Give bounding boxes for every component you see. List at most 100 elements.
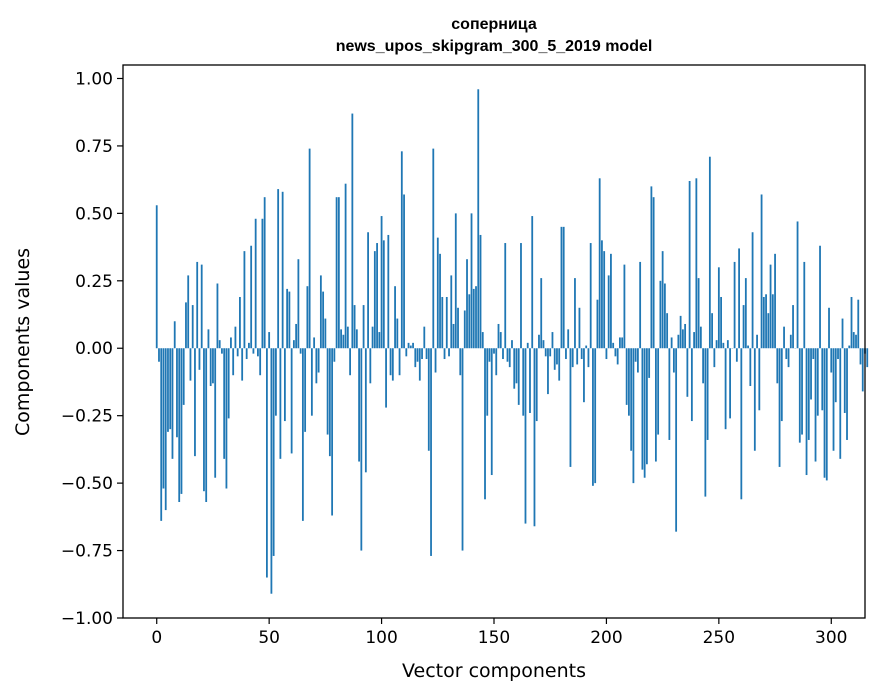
bar — [167, 348, 169, 432]
bar — [288, 291, 291, 349]
y-axis: −1.00 −0.75 −0.50 −0.25 0.00 0.25 0.50 0.75 1.00 — [61, 69, 123, 629]
bar — [461, 348, 464, 551]
bar — [798, 348, 801, 443]
bar — [470, 213, 473, 349]
bar — [315, 348, 318, 384]
bar — [162, 348, 165, 489]
bar — [639, 261, 642, 349]
bar — [378, 332, 381, 349]
bar — [189, 348, 192, 381]
bar — [628, 348, 630, 416]
bar — [742, 305, 745, 349]
x-axis: 0 50 100 150 200 250 300 — [151, 618, 847, 648]
bar — [729, 348, 731, 419]
bar — [657, 348, 660, 435]
bar — [333, 348, 336, 362]
bar — [475, 286, 477, 349]
bar — [335, 197, 338, 349]
bar — [248, 342, 250, 349]
bar — [263, 197, 266, 349]
bar — [852, 332, 855, 349]
bar — [792, 305, 794, 349]
bar — [191, 305, 194, 349]
x-tick-label: 300 — [815, 628, 847, 648]
bar — [783, 326, 785, 349]
bar — [760, 194, 763, 349]
bar — [816, 348, 819, 416]
bar — [733, 261, 736, 349]
bar — [778, 348, 781, 467]
bar — [185, 302, 187, 349]
bar — [337, 197, 340, 349]
bar — [605, 348, 608, 360]
bar — [484, 348, 486, 500]
bar — [310, 348, 313, 416]
y-tick-label: 0.50 — [75, 204, 113, 224]
bar — [182, 348, 185, 405]
bar — [283, 348, 286, 422]
bar — [769, 264, 772, 349]
bar — [612, 342, 615, 349]
y-tick-label: −0.50 — [61, 474, 113, 494]
bar — [780, 348, 783, 422]
bar — [506, 348, 509, 362]
bar — [391, 348, 394, 381]
bar — [221, 348, 223, 354]
bar — [508, 348, 511, 368]
x-tick-label: 100 — [365, 628, 397, 648]
bar — [243, 251, 246, 349]
bar — [304, 348, 307, 432]
bar — [670, 337, 673, 349]
bar — [861, 348, 864, 392]
bar — [789, 334, 792, 349]
bar — [538, 334, 540, 349]
bar — [239, 296, 241, 349]
bar — [805, 348, 808, 476]
bar — [212, 348, 214, 384]
bar — [690, 348, 693, 422]
bar — [180, 348, 183, 494]
bar — [481, 332, 484, 349]
bar — [587, 348, 590, 368]
bar — [619, 337, 621, 349]
bar — [859, 348, 862, 365]
bars-group — [155, 89, 869, 594]
bar — [250, 245, 253, 349]
bar — [544, 348, 547, 357]
bar — [598, 178, 601, 349]
bar — [448, 348, 450, 357]
bar — [225, 348, 228, 489]
bar — [810, 348, 812, 400]
bar — [704, 348, 707, 497]
bar — [344, 183, 347, 349]
bar — [814, 348, 817, 462]
bar — [324, 318, 327, 349]
bar — [275, 348, 277, 416]
bar — [230, 337, 232, 349]
bar — [232, 348, 235, 376]
bar — [756, 334, 758, 349]
bar — [200, 264, 203, 349]
bar — [218, 340, 221, 349]
bar — [445, 296, 448, 349]
bar — [423, 326, 426, 349]
bar — [839, 348, 842, 459]
bar — [672, 348, 675, 373]
bar — [407, 342, 410, 349]
bar — [650, 186, 653, 349]
y-tick-label: 0.75 — [75, 137, 113, 157]
bar — [594, 348, 597, 484]
bar — [223, 348, 226, 459]
bar — [367, 232, 369, 349]
bar — [706, 348, 709, 440]
bar — [843, 348, 846, 413]
bar — [841, 318, 844, 349]
bar — [828, 307, 830, 349]
bar — [571, 348, 574, 368]
bar — [169, 348, 172, 430]
bar — [241, 348, 244, 381]
bar — [441, 296, 444, 349]
bar — [502, 348, 504, 360]
bar — [623, 264, 626, 349]
bar — [574, 278, 576, 349]
